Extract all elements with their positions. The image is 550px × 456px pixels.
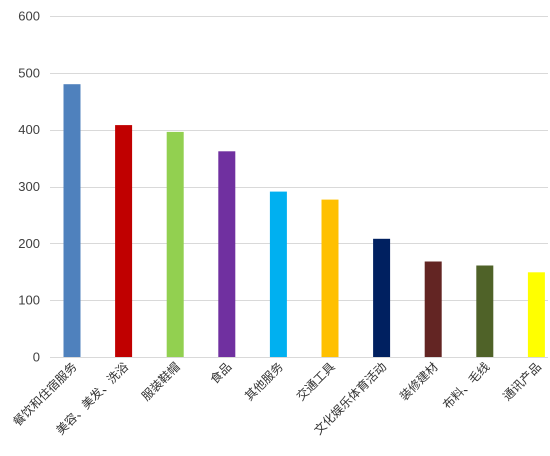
y-axis-tick-labels: 0 100 200 300 400 500 600 xyxy=(18,9,40,365)
bars xyxy=(63,84,545,357)
gridlines xyxy=(50,16,548,358)
bar xyxy=(269,191,287,357)
x-tick-label: 交通工具 xyxy=(293,359,338,404)
bar xyxy=(166,131,184,357)
bar xyxy=(63,84,81,357)
x-tick-label: 通讯产品 xyxy=(500,360,544,404)
bar xyxy=(218,151,236,357)
y-tick-label: 0 xyxy=(33,350,40,365)
x-tick-label: 装修建材 xyxy=(396,359,441,404)
bar xyxy=(527,272,545,357)
y-tick-label: 300 xyxy=(18,179,40,194)
y-tick-label: 500 xyxy=(18,65,40,80)
x-tick-label: 布料、毛线 xyxy=(440,360,492,412)
bar xyxy=(424,261,442,357)
bar xyxy=(321,199,339,357)
x-tick-label: 服装鞋帽 xyxy=(138,359,183,404)
y-tick-label: 100 xyxy=(18,293,40,308)
y-tick-label: 400 xyxy=(18,122,40,137)
bar xyxy=(373,238,391,357)
bar xyxy=(476,265,494,357)
x-tick-label: 其他服务 xyxy=(241,359,286,404)
y-tick-label: 600 xyxy=(18,9,40,24)
y-tick-label: 200 xyxy=(18,236,40,251)
x-tick-label: 食品 xyxy=(207,359,235,387)
bar xyxy=(115,125,133,357)
